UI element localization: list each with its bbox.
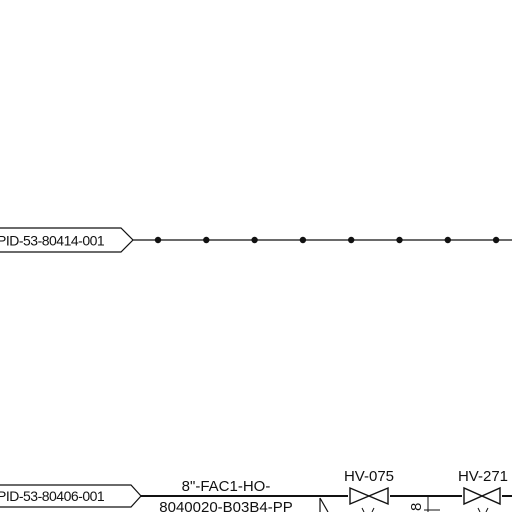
upper-offpage-ref: PID-53-80414-001 [0, 233, 105, 249]
gate-valve-icon [349, 486, 389, 506]
valve-tag-hv-271: HV-271 [458, 468, 508, 485]
line-dot [492, 236, 500, 244]
line-dot [154, 236, 162, 244]
valve-tag-hv-075: HV-075 [344, 468, 394, 485]
line-dot [348, 236, 355, 244]
upper-line-dots [154, 236, 500, 244]
valve-hv-271[interactable]: HV-271 [458, 468, 508, 513]
line-dot [396, 236, 403, 244]
rotated-small-label: 8 [408, 503, 425, 511]
line-dot [299, 236, 307, 244]
upper-offpage-connector[interactable]: PID-53-80414-001 [0, 227, 134, 253]
lower-offpage-connector[interactable]: PID-53-80406-001 [0, 484, 142, 508]
line-dot [444, 236, 451, 244]
valve-hv-075[interactable]: HV-075 [344, 468, 394, 513]
valve-stem-mark [361, 507, 375, 513]
line-number-label-1: 8"-FAC1-HO- [182, 478, 271, 495]
line-dot [251, 236, 258, 244]
valve-stem-mark [477, 507, 489, 513]
lower-offpage-ref: PID-53-80406-001 [0, 488, 105, 504]
line-number-label-2: 8040020-B03B4-PP [159, 499, 292, 512]
branch-tick [424, 496, 440, 512]
gate-valve-icon [463, 486, 501, 506]
reducer-symbol [319, 497, 329, 513]
line-dot [203, 236, 210, 244]
